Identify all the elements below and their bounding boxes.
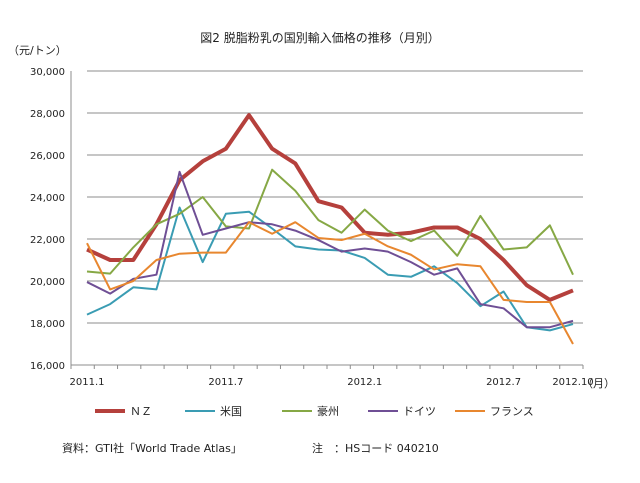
legend-label: ドイツ <box>403 405 436 418</box>
y-tick-label: 20,000 <box>30 277 65 288</box>
series-line-0 <box>86 113 574 302</box>
series-line-4 <box>86 221 574 345</box>
y-tick-label: 26,000 <box>30 151 65 162</box>
y-axis-unit-label: （元/トン） <box>8 44 67 57</box>
legend-label: 豪州 <box>317 404 339 418</box>
legend-label: 米国 <box>220 405 242 418</box>
hs-code-note: 注 ：HSコード 040210 <box>312 442 439 455</box>
y-tick-label: 16,000 <box>30 361 65 372</box>
x-tick-label: 2011.1 <box>70 377 105 388</box>
x-tick-label: 2012.10 <box>552 377 593 388</box>
y-tick-label: 24,000 <box>30 193 65 204</box>
x-axis-unit-label: （月） <box>582 377 615 390</box>
x-tick-label: 2012.7 <box>486 377 521 388</box>
y-tick-label: 28,000 <box>30 109 65 120</box>
y-tick-label: 18,000 <box>30 319 65 330</box>
chart-title: 図2 脱脂粉乳の国別輸入価格の推移（月別） <box>200 31 440 45</box>
source-note: 資料：GTI社「World Trade Atlas」 <box>62 442 242 455</box>
y-tick-label: 30,000 <box>30 67 65 78</box>
legend-label: ＮＺ <box>130 405 152 418</box>
legend-label: フランス <box>490 405 534 418</box>
series-line-1 <box>86 206 574 332</box>
x-tick-label: 2011.7 <box>208 377 243 388</box>
series-line-3 <box>86 170 574 329</box>
y-tick-label: 22,000 <box>30 235 65 246</box>
x-tick-label: 2012.1 <box>347 377 382 388</box>
